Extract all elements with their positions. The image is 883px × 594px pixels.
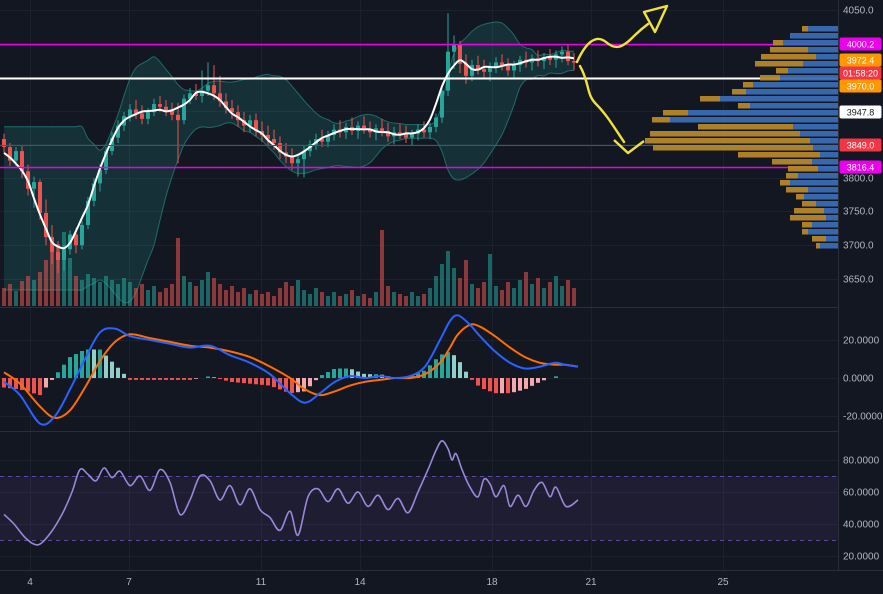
svg-text:18: 18 <box>486 577 498 588</box>
svg-text:3947.8: 3947.8 <box>847 108 875 118</box>
ma-line <box>3 55 575 250</box>
svg-text:4: 4 <box>27 577 33 588</box>
svg-text:01:58:20: 01:58:20 <box>843 69 878 79</box>
svg-text:4050.0: 4050.0 <box>843 6 874 17</box>
svg-text:80.0000: 80.0000 <box>843 456 880 467</box>
stoch-band <box>0 476 838 541</box>
volume-profile <box>645 26 838 249</box>
svg-text:3816.4: 3816.4 <box>847 163 875 173</box>
price-axis[interactable]: 4050.0 3800.0 3750.0 3700.0 3650.0 20.0000 0.0… <box>839 0 883 570</box>
svg-text:60.0000: 60.0000 <box>843 488 880 499</box>
price-badge[interactable]: 3972.4 <box>839 53 882 67</box>
svg-text:11: 11 <box>256 577 267 588</box>
macd-pane <box>2 314 579 426</box>
svg-text:20.0000: 20.0000 <box>843 552 880 563</box>
time-axis[interactable]: 4 7 11 14 18 21 25 <box>0 571 883 594</box>
price-badge[interactable]: 3816.4 <box>839 160 882 174</box>
svg-text:-20.0000: -20.0000 <box>843 412 883 423</box>
svg-text:20.0000: 20.0000 <box>843 336 880 347</box>
price-levels[interactable] <box>0 43 838 169</box>
svg-text:3750.0: 3750.0 <box>843 207 874 218</box>
svg-text:25: 25 <box>717 577 729 588</box>
price-badge[interactable]: 3947.8 <box>839 105 882 119</box>
stoch-pane <box>3 440 579 546</box>
svg-text:3650.0: 3650.0 <box>843 275 874 286</box>
svg-text:21: 21 <box>585 577 597 588</box>
volume-bars <box>2 230 576 306</box>
svg-text:14: 14 <box>354 577 366 588</box>
svg-text:0.0000: 0.0000 <box>843 374 874 385</box>
svg-text:3972.4: 3972.4 <box>847 56 875 66</box>
yellow-arrow-drawing[interactable] <box>575 4 669 155</box>
svg-text:7: 7 <box>126 577 132 588</box>
svg-text:3800.0: 3800.0 <box>843 174 874 185</box>
price-badge[interactable]: 01:58:20 <box>839 66 882 80</box>
price-badge[interactable]: 3970.0 <box>839 79 882 93</box>
bollinger-band <box>3 21 575 304</box>
price-badge[interactable]: 4000.2 <box>839 37 882 51</box>
svg-text:4000.2: 4000.2 <box>847 40 875 50</box>
svg-text:3849.0: 3849.0 <box>847 141 875 151</box>
svg-text:3970.0: 3970.0 <box>847 82 875 92</box>
svg-text:3700.0: 3700.0 <box>843 241 874 252</box>
price-badge[interactable]: 3849.0 <box>839 138 882 152</box>
svg-text:40.0000: 40.0000 <box>843 520 880 531</box>
